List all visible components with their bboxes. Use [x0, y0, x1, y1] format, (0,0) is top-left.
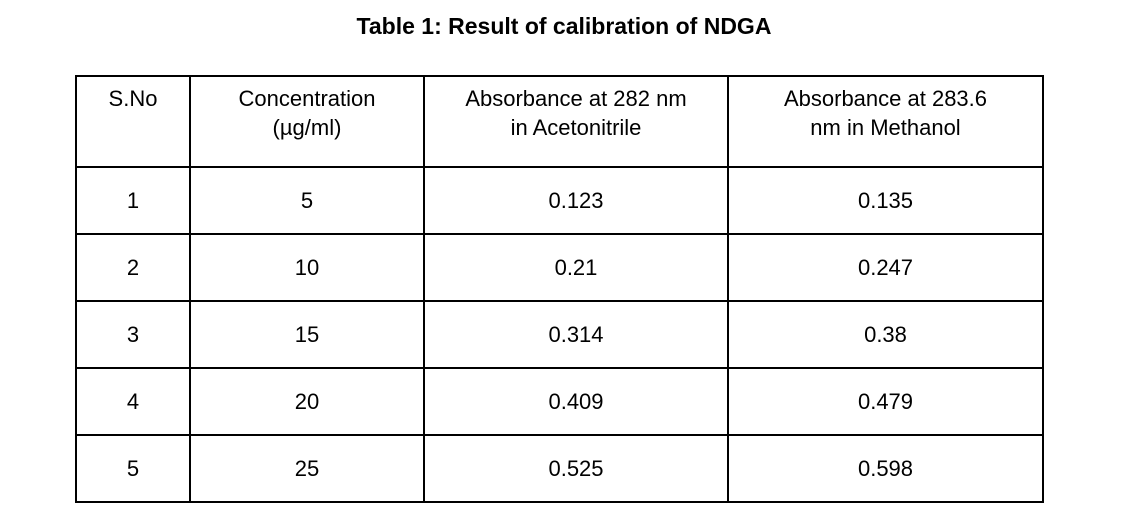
- calibration-table: S.No Concentration (µg/ml) Absorbance at…: [75, 75, 1044, 503]
- cell-absorbance-282: 0.21: [423, 233, 729, 302]
- cell-absorbance-282: 0.525: [423, 434, 729, 503]
- cell-absorbance-283-6: 0.247: [727, 233, 1044, 302]
- cell-absorbance-283-6: 0.598: [727, 434, 1044, 503]
- cell-concentration: 10: [189, 233, 425, 302]
- table-row: 5 25 0.525 0.598: [75, 434, 1044, 503]
- cell-sno: 1: [75, 166, 191, 235]
- cell-concentration: 20: [189, 367, 425, 436]
- cell-absorbance-282: 0.409: [423, 367, 729, 436]
- cell-absorbance-282: 0.123: [423, 166, 729, 235]
- table-caption: Table 1: Result of calibration of NDGA: [356, 13, 772, 39]
- cell-concentration: 15: [189, 300, 425, 369]
- table-row: 1 5 0.123 0.135: [75, 166, 1044, 235]
- cell-absorbance-283-6: 0.38: [727, 300, 1044, 369]
- table-row: 2 10 0.21 0.247: [75, 233, 1044, 302]
- cell-sno: 2: [75, 233, 191, 302]
- cell-concentration: 5: [189, 166, 425, 235]
- cell-concentration: 25: [189, 434, 425, 503]
- cell-absorbance-283-6: 0.479: [727, 367, 1044, 436]
- cell-absorbance-283-6: 0.135: [727, 166, 1044, 235]
- table-row: 3 15 0.314 0.38: [75, 300, 1044, 369]
- header-absorbance-282-acetonitrile: Absorbance at 282 nm in Acetonitrile: [423, 75, 729, 168]
- cell-sno: 3: [75, 300, 191, 369]
- cell-absorbance-282: 0.314: [423, 300, 729, 369]
- header-sno: S.No: [75, 75, 191, 168]
- cell-sno: 5: [75, 434, 191, 503]
- table-row: 4 20 0.409 0.479: [75, 367, 1044, 436]
- header-absorbance-283-6-methanol: Absorbance at 283.6 nm in Methanol: [727, 75, 1044, 168]
- cell-sno: 4: [75, 367, 191, 436]
- header-concentration: Concentration (µg/ml): [189, 75, 425, 168]
- table-header-row: S.No Concentration (µg/ml) Absorbance at…: [75, 75, 1044, 168]
